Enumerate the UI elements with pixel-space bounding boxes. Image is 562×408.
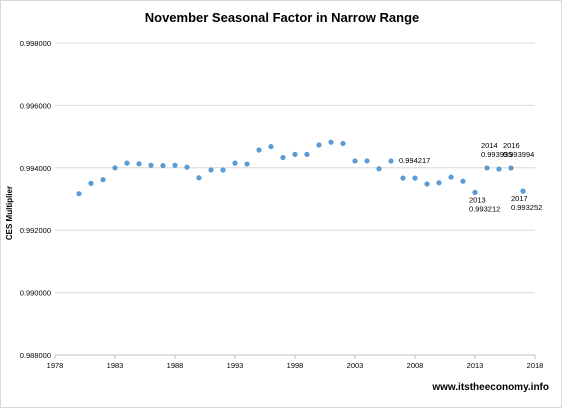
data-point [232, 160, 238, 166]
data-point [328, 139, 334, 145]
y-tick-label: 0.988000 [20, 351, 51, 360]
x-tick-label: 1978 [47, 361, 64, 370]
data-label-line: 0.993994 [503, 150, 534, 159]
data-point [292, 151, 298, 157]
data-point [400, 175, 406, 181]
data-point [208, 167, 214, 173]
data-point [424, 181, 430, 187]
data-point [196, 175, 202, 181]
x-tick-label: 1988 [167, 361, 184, 370]
data-point [256, 147, 262, 153]
data-label-line: 0.994217 [399, 156, 430, 165]
data-point [376, 166, 382, 172]
x-tick-label: 2008 [407, 361, 424, 370]
y-tick-label: 0.992000 [20, 226, 51, 235]
data-point [460, 178, 466, 184]
data-point [436, 180, 442, 186]
data-point [268, 143, 274, 150]
data-point [340, 140, 346, 147]
x-tick-label: 2018 [527, 361, 544, 370]
data-label: 0.994217 [399, 156, 430, 165]
data-label-line: 2016 [503, 141, 520, 150]
data-point [172, 162, 178, 168]
data-label-line: 2014 [481, 141, 498, 150]
data-point [184, 164, 190, 170]
y-tick-label: 0.990000 [20, 289, 51, 298]
data-label-line: 2017 [511, 194, 528, 203]
data-label: 2013 0.993212 [469, 195, 500, 213]
data-point [352, 158, 358, 164]
data-point [100, 177, 106, 183]
x-tick-label: 2013 [467, 361, 484, 370]
y-tick-label: 0.994000 [20, 164, 51, 173]
data-point [388, 158, 394, 164]
data-label: 2016 0.993994 [503, 141, 534, 159]
y-tick-label: 0.998000 [20, 39, 51, 48]
x-tick-label: 1993 [227, 361, 244, 370]
data-point [304, 151, 310, 157]
y-axis-label: CES Multiplier [5, 186, 14, 240]
data-point [148, 162, 154, 168]
data-point [112, 165, 118, 171]
data-label-line: 2013 [469, 195, 486, 204]
y-tick-label: 0.996000 [20, 101, 51, 110]
chart-title: November Seasonal Factor in Narrow Range [144, 10, 420, 25]
data-label-line: 0.993995 [481, 150, 512, 159]
data-points [76, 139, 526, 197]
data-point [484, 165, 490, 171]
data-point [136, 161, 142, 167]
data-point [364, 158, 370, 164]
x-tick-label: 2003 [347, 361, 364, 370]
data-label-line: 0.993252 [511, 203, 542, 212]
x-tick-label: 1983 [107, 361, 124, 370]
data-point [316, 142, 322, 148]
source-watermark: www.itstheeconomy.info [432, 382, 549, 393]
data-point [76, 191, 82, 197]
data-label: 2017 0.993252 [511, 194, 542, 212]
data-point [472, 189, 478, 195]
data-point [280, 154, 286, 161]
data-point [508, 165, 514, 171]
data-point [448, 174, 454, 180]
data-point [88, 180, 94, 186]
data-point [220, 167, 226, 173]
data-label: 2014 0.993995 [481, 141, 512, 159]
axes: 0.988000 0.990000 0.992000 0.994000 0.996000… [20, 39, 544, 370]
data-point [160, 163, 166, 169]
data-point [520, 188, 526, 194]
data-point [496, 166, 502, 172]
data-point [412, 175, 418, 181]
x-tick-label: 1998 [287, 361, 304, 370]
data-label-line: 0.993212 [469, 204, 500, 213]
data-point [124, 160, 130, 166]
gridlines [55, 42, 535, 294]
data-point [244, 161, 250, 167]
